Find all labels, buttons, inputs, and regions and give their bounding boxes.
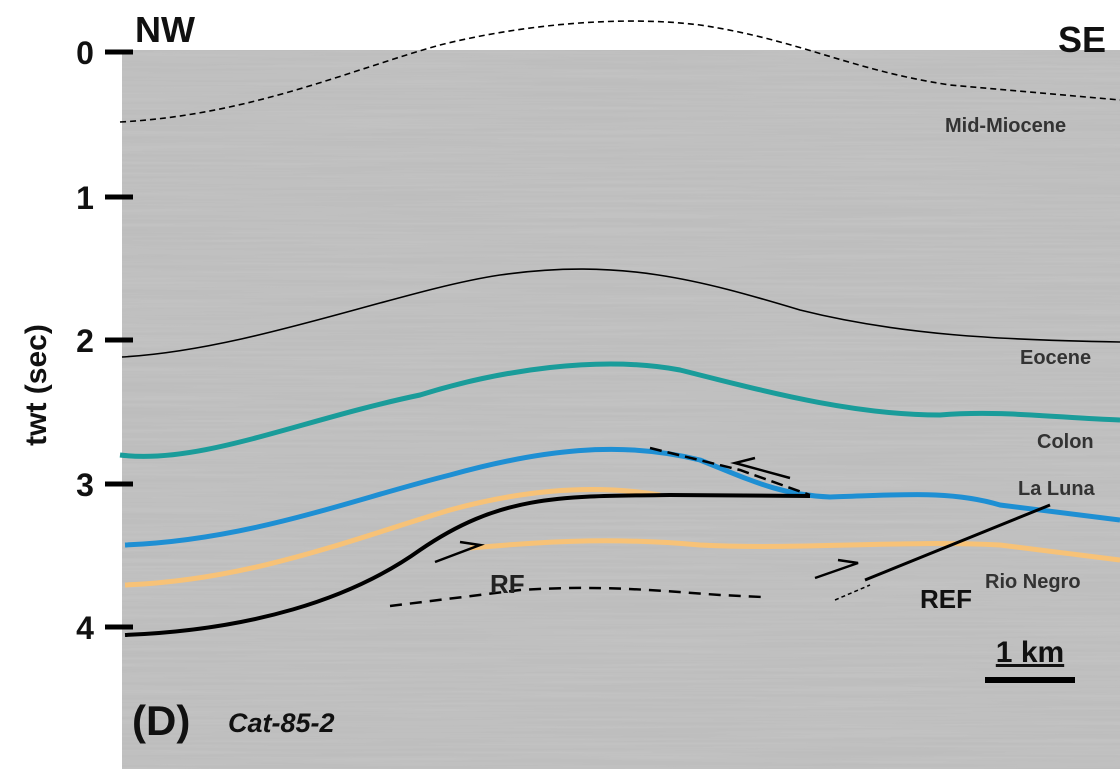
slip-arrow [814,558,859,580]
axis-label: twt (sec) [20,324,53,446]
fault-label: RF [490,569,525,599]
rio-negro-horizon-lower [469,538,1120,563]
scale-bar-label: 1 km [996,636,1064,669]
tick-labels: 0 1 2 3 4 [76,35,94,646]
tick-label: 4 [76,610,94,646]
axis-ticks [105,49,133,630]
slip-arrow [434,540,485,564]
seismic-texture [122,50,1120,769]
eocene-horizon [121,268,1120,358]
panel-label: (D) [132,697,190,744]
la-luna-horizon [124,446,1120,548]
fault-label: REF [920,584,972,614]
rf-fault [124,492,811,637]
tick-label: 1 [76,180,94,216]
colon-horizon [119,361,1120,459]
interpretation [119,20,1120,637]
tick-label: 3 [76,467,94,503]
direction-right: SE [1058,19,1106,60]
horizon-label: Colon [1037,431,1094,453]
ref-dashed [834,584,871,601]
top-dashed-horizon [119,20,1120,123]
rio-negro-horizon [124,487,661,588]
backthrust [649,446,811,497]
line-name: Cat-85-2 [228,708,335,738]
direction-left: NW [135,9,195,50]
horizon-label: Eocene [1020,347,1091,369]
horizon-labels: Mid-Miocene Eocene Colon La Luna Rio Neg… [945,115,1096,593]
horizon-label: Mid-Miocene [945,115,1066,137]
rf-detachment [389,586,763,608]
slip-arrow [730,456,791,480]
tick-label: 0 [76,35,94,71]
tick-label: 2 [76,323,94,359]
horizon-label: Rio Negro [985,571,1081,593]
horizon-label: La Luna [1018,478,1096,500]
ref-fault [864,503,1051,582]
